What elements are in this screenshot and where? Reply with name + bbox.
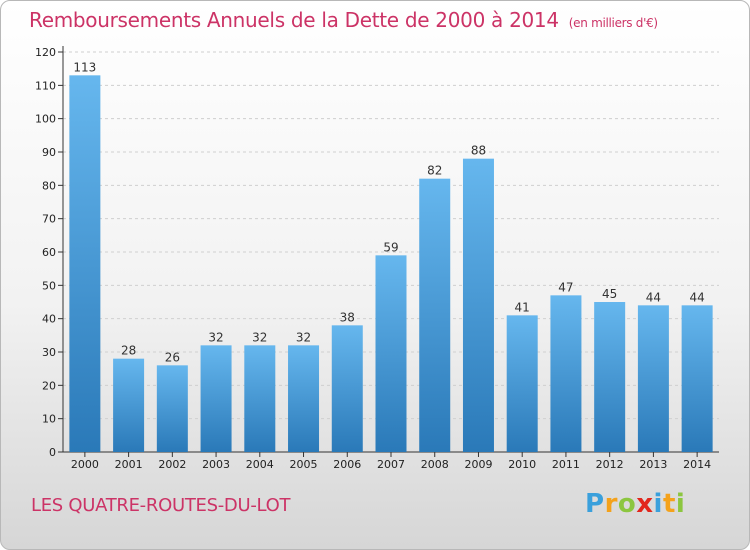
bar-value-label: 44 xyxy=(689,290,704,304)
bar xyxy=(550,295,582,452)
bar-value-label: 28 xyxy=(121,344,136,358)
bar-value-label: 45 xyxy=(602,287,617,301)
bar-value-label: 26 xyxy=(165,350,180,364)
bar-value-label: 32 xyxy=(252,330,267,344)
x-tick-label: 2007 xyxy=(377,458,405,471)
x-tick-label: 2005 xyxy=(290,458,318,471)
logo-letter: t xyxy=(662,489,676,519)
x-tick-label: 2009 xyxy=(464,458,492,471)
bar xyxy=(244,345,276,452)
logo-letter: r xyxy=(604,489,618,519)
bar xyxy=(681,305,713,452)
bar-value-label: 88 xyxy=(471,144,486,158)
logo-letter: i xyxy=(675,489,686,519)
y-tick-label: 110 xyxy=(35,79,56,92)
logo-letter: o xyxy=(617,489,637,519)
bar-value-label: 82 xyxy=(427,164,442,178)
logo-letter: x xyxy=(636,489,654,519)
bar xyxy=(113,358,145,452)
bar xyxy=(331,325,363,452)
x-tick-label: 2001 xyxy=(115,458,143,471)
y-tick-label: 20 xyxy=(42,379,56,392)
bar-value-label: 32 xyxy=(208,330,223,344)
y-tick-label: 60 xyxy=(42,246,56,259)
x-tick-label: 2004 xyxy=(246,458,274,471)
bar xyxy=(156,365,188,452)
x-tick-label: 2006 xyxy=(333,458,361,471)
bar-value-label: 32 xyxy=(296,330,311,344)
bar xyxy=(69,75,101,452)
y-tick-label: 70 xyxy=(42,213,56,226)
y-tick-label: 80 xyxy=(42,179,56,192)
place-name: LES QUATRE-ROUTES-DU-LOT xyxy=(31,495,291,516)
bar xyxy=(462,158,494,452)
y-tick-label: 120 xyxy=(35,46,56,59)
bar xyxy=(419,178,451,452)
bar-value-label: 41 xyxy=(515,300,530,314)
unit-label: (en milliers d'€) xyxy=(568,16,658,30)
x-tick-label: 2008 xyxy=(421,458,449,471)
y-tick-label: 100 xyxy=(35,113,56,126)
bar-value-label: 59 xyxy=(383,240,398,254)
logo-letter: P xyxy=(585,489,605,519)
y-tick-label: 0 xyxy=(49,446,56,459)
y-tick-label: 90 xyxy=(42,146,56,159)
bar xyxy=(594,302,626,452)
bar-value-label: 113 xyxy=(73,60,96,74)
chart-title: Remboursements Annuels de la Dette de 20… xyxy=(29,8,658,32)
y-tick-label: 50 xyxy=(42,279,56,292)
x-tick-label: 2010 xyxy=(508,458,536,471)
bar xyxy=(375,255,407,452)
bar xyxy=(200,345,232,452)
title-text: Remboursements Annuels de la Dette de 20… xyxy=(29,8,559,32)
x-tick-label: 2003 xyxy=(202,458,230,471)
bar-value-label: 47 xyxy=(558,280,573,294)
x-tick-label: 2011 xyxy=(552,458,580,471)
x-tick-label: 2013 xyxy=(639,458,667,471)
x-tick-label: 2012 xyxy=(596,458,624,471)
proxiti-logo: Proxiti xyxy=(585,489,685,519)
bar xyxy=(288,345,320,452)
y-tick-label: 40 xyxy=(42,313,56,326)
bar xyxy=(637,305,669,452)
bar-value-label: 44 xyxy=(646,290,661,304)
bar xyxy=(506,315,538,452)
x-tick-label: 2000 xyxy=(71,458,99,471)
x-tick-label: 2014 xyxy=(683,458,711,471)
logo-letter: i xyxy=(653,489,663,519)
x-tick-label: 2002 xyxy=(158,458,186,471)
y-tick-label: 30 xyxy=(42,346,56,359)
bar-value-label: 38 xyxy=(340,310,355,324)
y-tick-label: 10 xyxy=(42,413,56,426)
